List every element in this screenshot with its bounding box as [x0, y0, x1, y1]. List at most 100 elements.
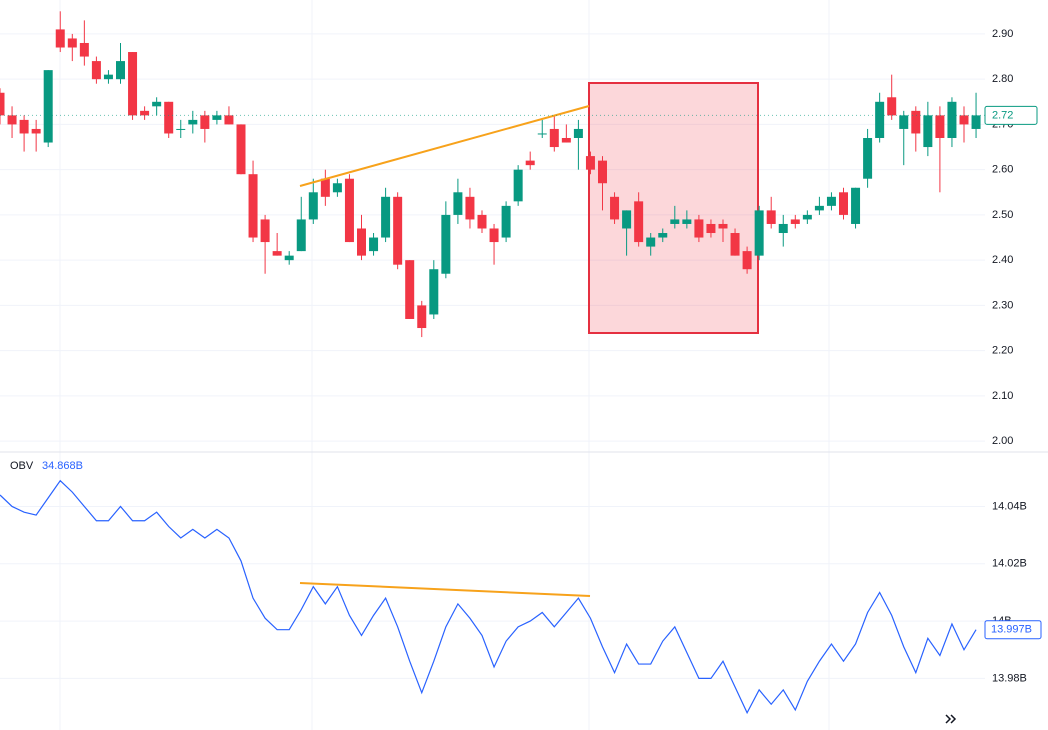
- candle-body: [31, 128, 41, 134]
- candle-body: [911, 110, 921, 134]
- candle-body: [260, 219, 270, 243]
- candle-body: [899, 115, 909, 129]
- y-tick-label: 2.90: [992, 28, 1013, 40]
- candle-body: [429, 269, 439, 315]
- y-tick-label: 2.50: [992, 209, 1013, 221]
- candle-body: [790, 219, 800, 224]
- candle-body: [887, 97, 897, 116]
- candle-body: [369, 237, 379, 252]
- candle-body: [0, 92, 5, 116]
- marks: [0, 11, 981, 715]
- candle-body: [549, 128, 559, 148]
- last-price-label: 2.72: [992, 109, 1013, 121]
- candle-body: [585, 156, 595, 170]
- candle-body: [718, 223, 728, 229]
- candle-body: [778, 223, 788, 234]
- candle-body: [381, 196, 391, 238]
- candle-body: [573, 128, 583, 138]
- candle-body: [453, 192, 463, 215]
- candle-body: [152, 101, 162, 107]
- candle-body: [947, 101, 957, 138]
- candle-body: [357, 228, 366, 256]
- candle-body: [200, 115, 210, 129]
- candle-body: [477, 214, 487, 229]
- candle-body: [116, 61, 125, 80]
- candle-body: [694, 219, 704, 238]
- candle-body: [670, 219, 680, 224]
- obv-legend-title: OBV: [10, 460, 34, 472]
- obv-line: [0, 479, 977, 715]
- candle-body: [802, 214, 812, 220]
- candle-body: [272, 251, 282, 256]
- candle-body: [344, 178, 354, 243]
- candle-body: [284, 255, 294, 261]
- candle-body: [610, 196, 620, 220]
- candle-body: [55, 29, 65, 48]
- candle-body: [537, 133, 547, 135]
- y-tick-label: 2.60: [992, 164, 1013, 176]
- y-tick-label: 14.02B: [992, 558, 1027, 570]
- candle-body: [465, 196, 475, 220]
- candle-body: [875, 101, 885, 138]
- scroll-icon[interactable]: [945, 714, 957, 724]
- candle-body: [851, 187, 861, 224]
- candle-body: [320, 178, 330, 197]
- candle-body: [706, 223, 716, 234]
- y-tick-label: 2.80: [992, 73, 1013, 85]
- candle-body: [67, 38, 77, 48]
- candle-body: [826, 196, 836, 206]
- candle-body: [236, 124, 246, 175]
- price-axis: 2.002.102.202.302.402.502.602.702.802.90…: [0, 28, 1042, 684]
- candle-body: [598, 160, 607, 184]
- candle-body: [935, 115, 945, 138]
- candle-body: [658, 233, 668, 238]
- candle-body: [91, 61, 101, 80]
- candle-body: [19, 119, 29, 134]
- y-tick-label: 14.04B: [992, 500, 1027, 512]
- price-trendline: [299, 105, 590, 187]
- y-tick-label: 2.10: [992, 390, 1013, 402]
- candle-body: [103, 74, 113, 80]
- y-tick-label: 2.20: [992, 345, 1013, 357]
- candle-body: [188, 119, 198, 125]
- candle-body: [766, 210, 776, 224]
- candle-body: [561, 137, 571, 143]
- candle-body: [164, 101, 174, 134]
- candle-body: [682, 219, 692, 224]
- candle-body: [248, 174, 258, 238]
- y-tick-label: 2.40: [992, 254, 1013, 266]
- candle-body: [501, 205, 511, 238]
- candle-body: [814, 205, 824, 211]
- scroll-button[interactable]: [938, 708, 964, 730]
- candle-body: [525, 160, 535, 166]
- candle-body: [622, 210, 632, 229]
- candle-body: [923, 115, 933, 148]
- candle-body: [971, 115, 981, 129]
- candle-body: [754, 210, 764, 256]
- candle-body: [441, 214, 451, 274]
- last-value-box: [984, 620, 1042, 640]
- y-tick-label: 2.00: [992, 435, 1013, 447]
- last-value-label: 13.997B: [991, 624, 1032, 636]
- candle-body: [646, 237, 656, 247]
- candle-body: [839, 192, 848, 215]
- candle-body: [863, 137, 873, 179]
- candle-body: [43, 70, 53, 143]
- candle-body: [140, 110, 150, 116]
- grid: [0, 33, 985, 679]
- candle-body: [417, 305, 427, 329]
- candle-body: [212, 115, 222, 120]
- obv-trendline: [299, 582, 591, 597]
- candle-body: [513, 169, 523, 202]
- obv-legend-value: 34.868B: [42, 460, 83, 472]
- last-price-box: [984, 105, 1038, 125]
- y-tick-label: 13.98B: [992, 672, 1027, 684]
- candle-body: [7, 115, 17, 125]
- candle-body: [79, 42, 89, 57]
- candle-body: [742, 251, 752, 270]
- candle-body: [959, 115, 969, 125]
- candle-body: [128, 52, 138, 116]
- candle-body: [296, 219, 306, 252]
